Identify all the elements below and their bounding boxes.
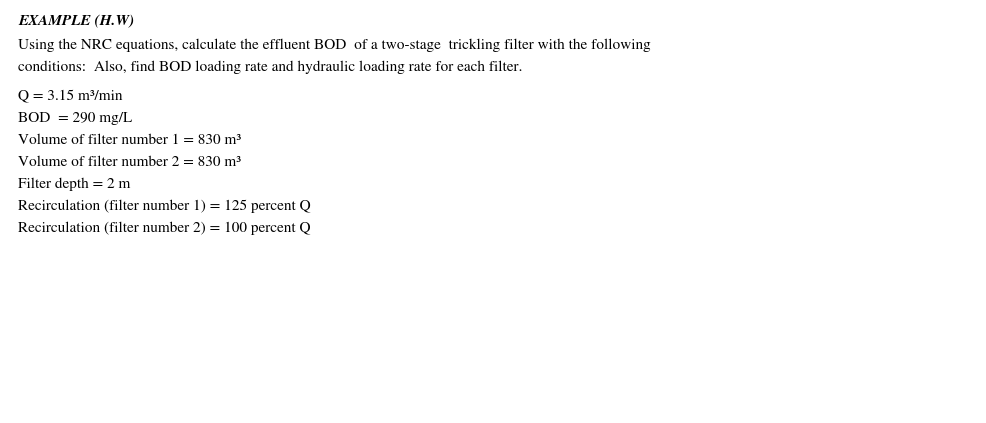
Text: Filter depth = 2 m: Filter depth = 2 m [18, 178, 130, 191]
Text: Volume of filter number 1 = 830 m³: Volume of filter number 1 = 830 m³ [18, 134, 241, 147]
Text: Using the NRC equations, calculate the effluent BOD₅ of a two-stage  trickling f: Using the NRC equations, calculate the e… [18, 38, 651, 52]
Text: conditions:  Also, find BOD loading rate and hydraulic loading rate for each fil: conditions: Also, find BOD loading rate … [18, 60, 523, 74]
Text: Recirculation (filter number 1) = 125 percent Q: Recirculation (filter number 1) = 125 pe… [18, 200, 311, 213]
Text: Volume of filter number 2 = 830 m³: Volume of filter number 2 = 830 m³ [18, 156, 241, 169]
Text: EXAMPLE (H.W): EXAMPLE (H.W) [18, 14, 134, 28]
Text: BOD₅ = 290 mg/L: BOD₅ = 290 mg/L [18, 112, 132, 125]
Text: Recirculation (filter number 2) = 100 percent Q: Recirculation (filter number 2) = 100 pe… [18, 222, 311, 235]
Text: Q = 3.15 m³/min: Q = 3.15 m³/min [18, 90, 122, 103]
